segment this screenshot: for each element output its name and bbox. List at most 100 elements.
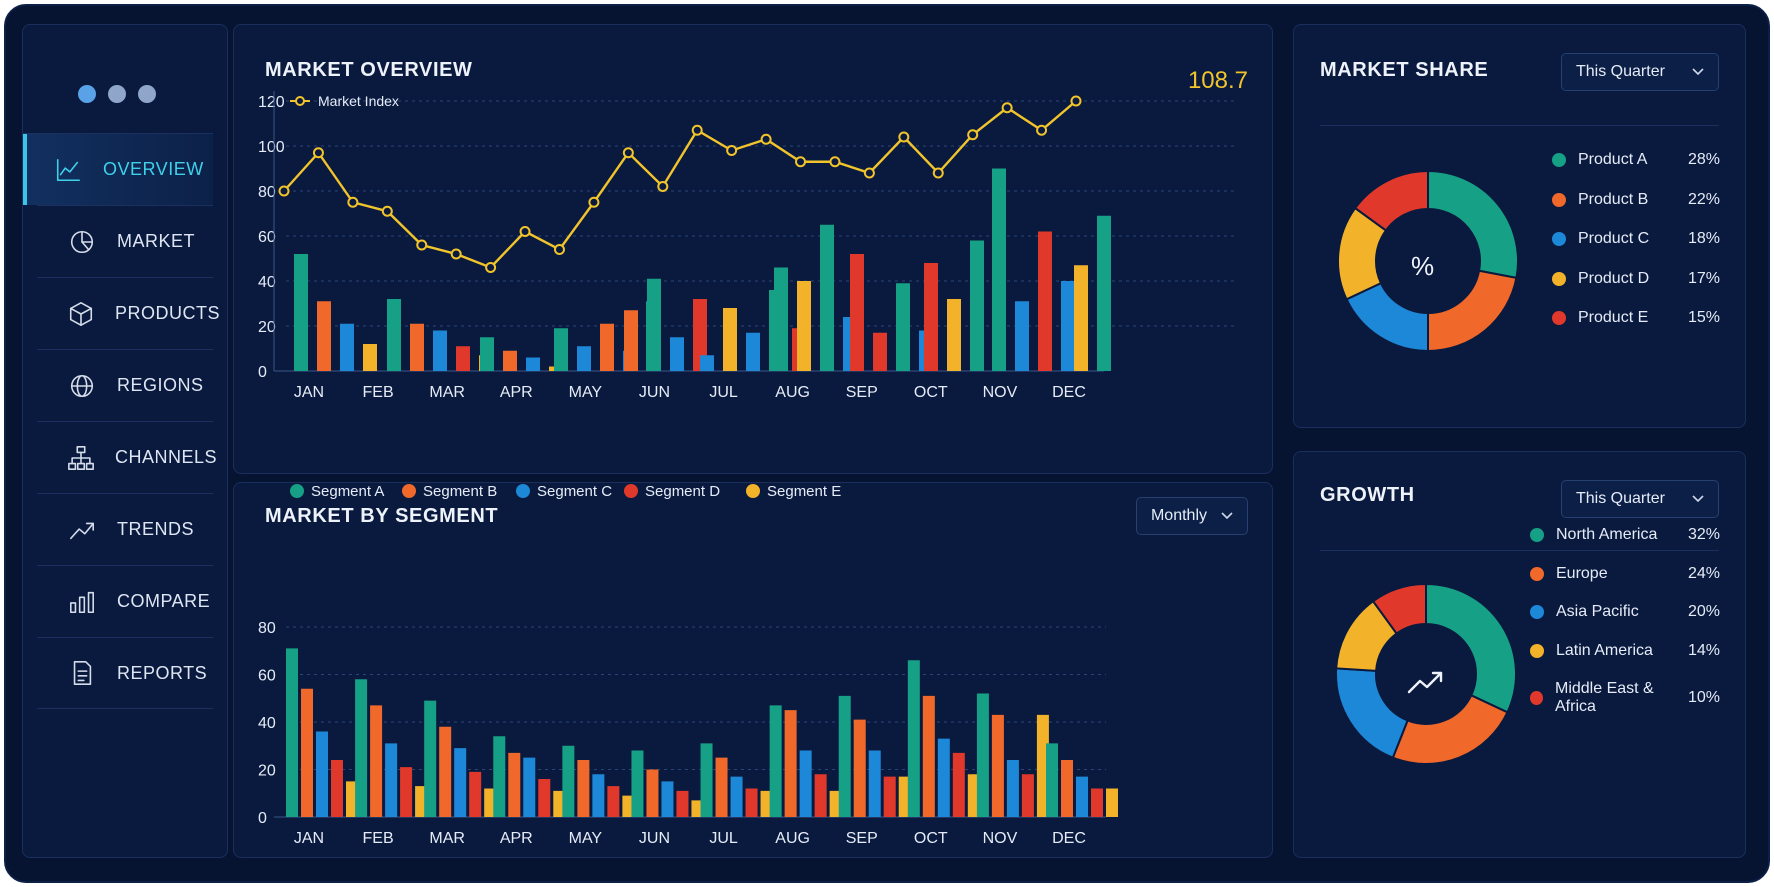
legend-item-segment[interactable]: Segment D bbox=[624, 483, 720, 500]
legend-item-segment[interactable]: Segment B bbox=[402, 483, 497, 500]
overview-bar bbox=[433, 330, 447, 371]
legend-item[interactable]: North America 32% bbox=[1530, 526, 1720, 544]
market-index-point bbox=[898, 131, 910, 143]
segment-bar bbox=[286, 648, 298, 817]
window-dot[interactable] bbox=[138, 85, 156, 103]
legend-item[interactable]: Middle East & Africa 10% bbox=[1530, 680, 1720, 716]
legend-item[interactable]: Product D 17% bbox=[1552, 270, 1720, 288]
sidebar-item-channels[interactable]: CHANNELS bbox=[37, 421, 217, 493]
window-dot[interactable] bbox=[108, 85, 126, 103]
segment-bar bbox=[760, 790, 773, 817]
market-index-point bbox=[381, 205, 393, 217]
market-index-point bbox=[588, 196, 600, 208]
legend-item-segment[interactable]: Segment E bbox=[746, 483, 841, 500]
chevron-down-icon bbox=[1692, 495, 1704, 503]
overview-bar bbox=[896, 283, 910, 371]
legend-value: 14% bbox=[1687, 641, 1720, 659]
segment-bar bbox=[622, 795, 635, 817]
legend-dot bbox=[1530, 566, 1544, 581]
period-dropdown[interactable]: This Quarter bbox=[1561, 480, 1719, 518]
sidebar-item-label: TRENDS bbox=[117, 519, 195, 539]
overview-bar bbox=[723, 308, 737, 371]
trend-up-icon bbox=[67, 515, 97, 545]
period-dropdown[interactable]: Monthly bbox=[1135, 497, 1248, 535]
x-tick-label: MAR bbox=[429, 830, 465, 847]
segment-bar bbox=[784, 710, 797, 817]
segment-bar bbox=[439, 726, 452, 817]
sidebar-item-overview[interactable]: OVERVIEW bbox=[23, 133, 213, 205]
card-title: GROWTH bbox=[1320, 484, 1415, 506]
legend-dot bbox=[1552, 192, 1566, 207]
donut-slice bbox=[1371, 582, 1427, 635]
legend-value: 22% bbox=[1687, 190, 1720, 208]
sidebar-nav: OVERVIEW MARKET PRODUCTS REGIONS CHANNELS TRE… bbox=[23, 133, 229, 709]
sidebar-item-compare[interactable]: COMPARE bbox=[37, 565, 213, 637]
legend-item-segment[interactable]: Segment A bbox=[290, 483, 384, 500]
legend-value: 10% bbox=[1687, 689, 1720, 706]
segment-bar bbox=[868, 750, 881, 817]
y-tick-label: 60 bbox=[258, 229, 276, 246]
legend-dot bbox=[1530, 528, 1544, 542]
dropdown-value: Monthly bbox=[1150, 507, 1207, 524]
overview-bar bbox=[340, 323, 354, 371]
x-tick-label: NOV bbox=[983, 384, 1018, 401]
legend-label: Segment E bbox=[767, 483, 841, 500]
segment-bar bbox=[1006, 760, 1019, 817]
legend-value: 18% bbox=[1687, 230, 1720, 247]
legend-item[interactable]: Europe 24% bbox=[1530, 565, 1720, 583]
legend-item-segment[interactable]: Segment C bbox=[516, 483, 612, 500]
segment-bar bbox=[523, 757, 536, 817]
segment-bar bbox=[370, 705, 383, 817]
sidebar-item-label: REPORTS bbox=[117, 662, 208, 683]
overview-bar bbox=[1074, 265, 1088, 371]
overview-bar bbox=[480, 337, 494, 371]
segment-bar bbox=[577, 760, 590, 817]
x-tick-label: JAN bbox=[294, 830, 324, 847]
overview-bar bbox=[624, 310, 638, 371]
y-tick-label: 80 bbox=[258, 184, 276, 201]
sidebar-item-trends[interactable]: TRENDS bbox=[37, 493, 213, 565]
sidebar-item-regions[interactable]: REGIONS bbox=[37, 349, 213, 421]
globe-icon bbox=[67, 371, 97, 401]
line-chart-icon bbox=[53, 155, 83, 185]
market-index-point bbox=[278, 185, 290, 197]
x-tick-label: JUL bbox=[709, 384, 738, 401]
x-tick-label: AUG bbox=[775, 384, 810, 401]
window-dot[interactable] bbox=[78, 85, 96, 103]
market-index-point bbox=[450, 248, 462, 260]
overview-bar bbox=[577, 346, 591, 371]
legend-item[interactable]: Product C 18% bbox=[1552, 230, 1720, 248]
market-index-point bbox=[622, 147, 634, 159]
segment-bar bbox=[1036, 714, 1049, 817]
y-tick-label: 20 bbox=[258, 763, 276, 780]
legend-label: Product E bbox=[1578, 309, 1649, 326]
segment-bar bbox=[331, 760, 343, 817]
sidebar-item-market[interactable]: MARKET bbox=[37, 205, 213, 277]
legend-item[interactable]: Asia Pacific 20% bbox=[1530, 603, 1720, 621]
market-index-point bbox=[1036, 124, 1048, 136]
segment-bar bbox=[631, 750, 644, 817]
period-dropdown[interactable]: This Quarter bbox=[1561, 53, 1719, 91]
legend-label: Latin America bbox=[1556, 641, 1653, 659]
segment-bar bbox=[301, 688, 313, 817]
segment-bar bbox=[1021, 774, 1034, 817]
market-by-segment-chart: Segment A Segment B Segment C Segment D Segm… bbox=[258, 483, 1118, 847]
sidebar-item-reports[interactable]: REPORTS bbox=[37, 637, 213, 709]
legend-item[interactable]: Product E 15% bbox=[1552, 309, 1720, 327]
overview-bar bbox=[693, 299, 707, 371]
market-index-point bbox=[657, 181, 669, 192]
legend-item[interactable]: Product A 28% bbox=[1552, 151, 1720, 169]
sidebar-item-products[interactable]: PRODUCTS bbox=[37, 277, 220, 349]
overview-bar bbox=[746, 332, 760, 371]
legend-value: 17% bbox=[1687, 269, 1720, 287]
market-index-point bbox=[553, 244, 565, 255]
segment-bar bbox=[493, 736, 506, 817]
overview-bar bbox=[850, 254, 864, 371]
legend-item[interactable]: Latin America 14% bbox=[1530, 642, 1720, 660]
segment-bar bbox=[316, 731, 328, 817]
legend-label: Product D bbox=[1578, 269, 1650, 287]
y-tick-label: 0 bbox=[258, 364, 267, 381]
divider bbox=[1320, 125, 1719, 126]
segment-bar bbox=[400, 767, 413, 817]
legend-item[interactable]: Product B 22% bbox=[1552, 191, 1720, 209]
